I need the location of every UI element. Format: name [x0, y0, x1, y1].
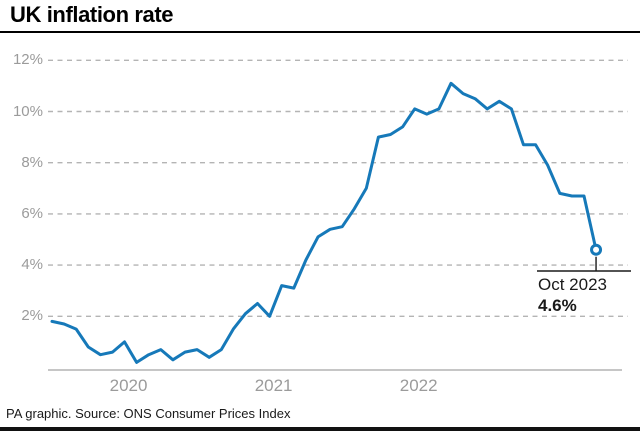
page-title: UK inflation rate [10, 2, 174, 27]
x-tick-label-2022: 2022 [399, 376, 438, 395]
endpoint-date-label: Oct 2023 [538, 275, 607, 294]
y-tick-label-8%: 8% [21, 153, 43, 171]
y-tick-label-4%: 4% [21, 256, 43, 274]
bottom-bar [0, 427, 640, 431]
title-underline [0, 31, 640, 33]
x-tick-label-2020: 2020 [109, 376, 148, 395]
inflation-rate-line [50, 81, 598, 364]
x-tick-label-2021: 2021 [254, 376, 293, 395]
source-credit: PA graphic. Source: ONS Consumer Prices … [6, 406, 291, 421]
y-tick-label-2%: 2% [21, 307, 43, 325]
y-tick-label-10%: 10% [12, 102, 43, 120]
endpoint-value-label: 4.6% [538, 296, 577, 315]
y-tick-label-6%: 6% [21, 204, 43, 222]
y-tick-label-12%: 12% [12, 51, 43, 69]
endpoint-marker [590, 243, 603, 256]
